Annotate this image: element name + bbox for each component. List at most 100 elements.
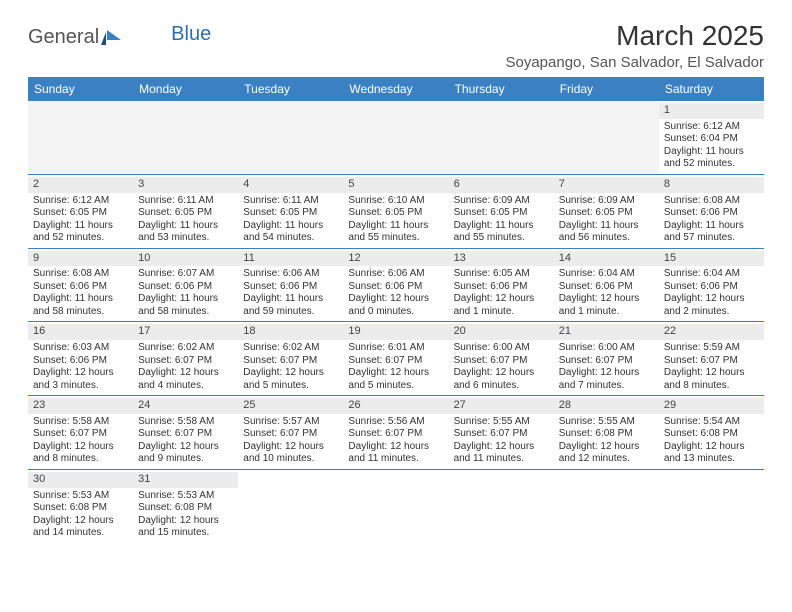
sunset-text: Sunset: 6:08 PM bbox=[559, 428, 654, 441]
day-empty bbox=[449, 101, 554, 174]
sunrise-text: Sunrise: 5:58 AM bbox=[138, 416, 233, 429]
day-cell: 2Sunrise: 6:12 AMSunset: 6:05 PMDaylight… bbox=[28, 175, 133, 248]
sunset-text: Sunset: 6:07 PM bbox=[348, 355, 443, 368]
daylight2-text: and 52 minutes. bbox=[664, 158, 759, 171]
title-block: March 2025 Soyapango, San Salvador, El S… bbox=[505, 20, 764, 71]
day-cell: 20Sunrise: 6:00 AMSunset: 6:07 PMDayligh… bbox=[449, 322, 554, 395]
sunrise-text: Sunrise: 6:00 AM bbox=[454, 342, 549, 355]
day-number: 8 bbox=[659, 177, 764, 193]
month-title: March 2025 bbox=[505, 20, 764, 52]
sunrise-text: Sunrise: 6:01 AM bbox=[348, 342, 443, 355]
daylight2-text: and 59 minutes. bbox=[243, 306, 338, 319]
daylight2-text: and 56 minutes. bbox=[559, 232, 654, 245]
sunset-text: Sunset: 6:06 PM bbox=[243, 281, 338, 294]
daylight2-text: and 58 minutes. bbox=[33, 306, 128, 319]
sunset-text: Sunset: 6:08 PM bbox=[664, 428, 759, 441]
sunset-text: Sunset: 6:06 PM bbox=[664, 207, 759, 220]
daylight1-text: Daylight: 12 hours bbox=[243, 367, 338, 380]
daylight2-text: and 8 minutes. bbox=[33, 453, 128, 466]
daylight2-text: and 55 minutes. bbox=[348, 232, 443, 245]
day-empty bbox=[659, 470, 764, 543]
day-number: 11 bbox=[238, 251, 343, 267]
sunrise-text: Sunrise: 6:02 AM bbox=[138, 342, 233, 355]
sunrise-text: Sunrise: 6:11 AM bbox=[138, 195, 233, 208]
sunrise-text: Sunrise: 6:09 AM bbox=[454, 195, 549, 208]
day-cell: 29Sunrise: 5:54 AMSunset: 6:08 PMDayligh… bbox=[659, 396, 764, 469]
daylight1-text: Daylight: 11 hours bbox=[33, 220, 128, 233]
sunset-text: Sunset: 6:07 PM bbox=[33, 428, 128, 441]
daylight1-text: Daylight: 11 hours bbox=[348, 220, 443, 233]
day-number: 1 bbox=[659, 103, 764, 119]
daylight1-text: Daylight: 12 hours bbox=[454, 367, 549, 380]
daylight2-text: and 58 minutes. bbox=[138, 306, 233, 319]
day-cell: 12Sunrise: 6:06 AMSunset: 6:06 PMDayligh… bbox=[343, 249, 448, 322]
sunset-text: Sunset: 6:07 PM bbox=[559, 355, 654, 368]
daylight1-text: Daylight: 12 hours bbox=[664, 293, 759, 306]
sunrise-text: Sunrise: 6:04 AM bbox=[559, 268, 654, 281]
sunset-text: Sunset: 6:07 PM bbox=[243, 355, 338, 368]
day-number: 4 bbox=[238, 177, 343, 193]
sunrise-text: Sunrise: 5:53 AM bbox=[33, 490, 128, 503]
day-cell: 8Sunrise: 6:08 AMSunset: 6:06 PMDaylight… bbox=[659, 175, 764, 248]
day-cell: 10Sunrise: 6:07 AMSunset: 6:06 PMDayligh… bbox=[133, 249, 238, 322]
sunrise-text: Sunrise: 6:12 AM bbox=[664, 121, 759, 134]
week-row: 16Sunrise: 6:03 AMSunset: 6:06 PMDayligh… bbox=[28, 322, 764, 396]
daylight1-text: Daylight: 11 hours bbox=[138, 293, 233, 306]
daylight1-text: Daylight: 12 hours bbox=[559, 293, 654, 306]
sunset-text: Sunset: 6:05 PM bbox=[243, 207, 338, 220]
day-cell: 3Sunrise: 6:11 AMSunset: 6:05 PMDaylight… bbox=[133, 175, 238, 248]
week-row: 2Sunrise: 6:12 AMSunset: 6:05 PMDaylight… bbox=[28, 175, 764, 249]
weekday-wednesday: Wednesday bbox=[343, 77, 448, 101]
daylight2-text: and 11 minutes. bbox=[454, 453, 549, 466]
day-cell: 30Sunrise: 5:53 AMSunset: 6:08 PMDayligh… bbox=[28, 470, 133, 543]
logo: General Blue bbox=[28, 20, 211, 49]
day-cell: 5Sunrise: 6:10 AMSunset: 6:05 PMDaylight… bbox=[343, 175, 448, 248]
day-number: 18 bbox=[238, 324, 343, 340]
day-cell: 1Sunrise: 6:12 AMSunset: 6:04 PMDaylight… bbox=[659, 101, 764, 174]
day-empty bbox=[238, 470, 343, 543]
daylight1-text: Daylight: 12 hours bbox=[664, 441, 759, 454]
day-cell: 9Sunrise: 6:08 AMSunset: 6:06 PMDaylight… bbox=[28, 249, 133, 322]
day-number: 12 bbox=[343, 251, 448, 267]
daylight2-text: and 52 minutes. bbox=[33, 232, 128, 245]
weekday-monday: Monday bbox=[133, 77, 238, 101]
sunset-text: Sunset: 6:07 PM bbox=[454, 428, 549, 441]
day-cell: 6Sunrise: 6:09 AMSunset: 6:05 PMDaylight… bbox=[449, 175, 554, 248]
daylight2-text: and 12 minutes. bbox=[559, 453, 654, 466]
sunset-text: Sunset: 6:06 PM bbox=[33, 355, 128, 368]
sunrise-text: Sunrise: 5:58 AM bbox=[33, 416, 128, 429]
day-number: 22 bbox=[659, 324, 764, 340]
day-number: 25 bbox=[238, 398, 343, 414]
daylight2-text: and 13 minutes. bbox=[664, 453, 759, 466]
day-number: 2 bbox=[28, 177, 133, 193]
day-cell: 21Sunrise: 6:00 AMSunset: 6:07 PMDayligh… bbox=[554, 322, 659, 395]
day-number: 6 bbox=[449, 177, 554, 193]
sunset-text: Sunset: 6:07 PM bbox=[454, 355, 549, 368]
day-cell: 18Sunrise: 6:02 AMSunset: 6:07 PMDayligh… bbox=[238, 322, 343, 395]
day-empty bbox=[449, 470, 554, 543]
logo-flag-icon bbox=[101, 30, 123, 46]
day-number: 9 bbox=[28, 251, 133, 267]
daylight1-text: Daylight: 12 hours bbox=[348, 367, 443, 380]
day-cell: 25Sunrise: 5:57 AMSunset: 6:07 PMDayligh… bbox=[238, 396, 343, 469]
sunset-text: Sunset: 6:06 PM bbox=[664, 281, 759, 294]
sunrise-text: Sunrise: 6:05 AM bbox=[454, 268, 549, 281]
sunrise-text: Sunrise: 5:57 AM bbox=[243, 416, 338, 429]
day-cell: 4Sunrise: 6:11 AMSunset: 6:05 PMDaylight… bbox=[238, 175, 343, 248]
daylight1-text: Daylight: 11 hours bbox=[33, 293, 128, 306]
day-cell: 11Sunrise: 6:06 AMSunset: 6:06 PMDayligh… bbox=[238, 249, 343, 322]
daylight1-text: Daylight: 11 hours bbox=[138, 220, 233, 233]
day-empty bbox=[554, 470, 659, 543]
day-cell: 31Sunrise: 5:53 AMSunset: 6:08 PMDayligh… bbox=[133, 470, 238, 543]
sunrise-text: Sunrise: 6:07 AM bbox=[138, 268, 233, 281]
day-cell: 7Sunrise: 6:09 AMSunset: 6:05 PMDaylight… bbox=[554, 175, 659, 248]
daylight2-text: and 2 minutes. bbox=[664, 306, 759, 319]
sunrise-text: Sunrise: 6:06 AM bbox=[243, 268, 338, 281]
day-number: 3 bbox=[133, 177, 238, 193]
weekday-header-row: SundayMondayTuesdayWednesdayThursdayFrid… bbox=[28, 77, 764, 101]
sunrise-text: Sunrise: 6:09 AM bbox=[559, 195, 654, 208]
daylight2-text: and 0 minutes. bbox=[348, 306, 443, 319]
day-number: 16 bbox=[28, 324, 133, 340]
day-number: 29 bbox=[659, 398, 764, 414]
daylight2-text: and 3 minutes. bbox=[33, 380, 128, 393]
